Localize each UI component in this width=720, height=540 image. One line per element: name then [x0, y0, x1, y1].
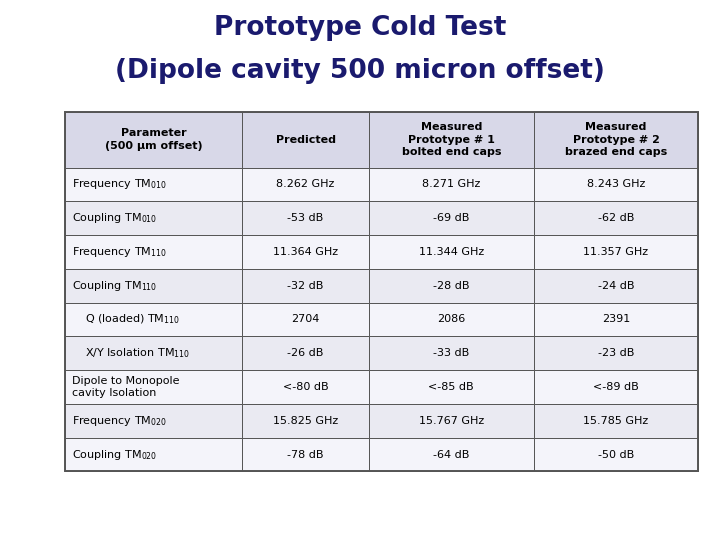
FancyBboxPatch shape	[369, 112, 534, 167]
Text: Coupling TM$_{020}$: Coupling TM$_{020}$	[72, 448, 157, 462]
FancyBboxPatch shape	[534, 437, 698, 471]
Text: -33 dB: -33 dB	[433, 348, 469, 358]
FancyBboxPatch shape	[369, 404, 534, 437]
FancyBboxPatch shape	[242, 404, 369, 437]
FancyBboxPatch shape	[534, 370, 698, 404]
Text: Q (loaded) TM$_{110}$: Q (loaded) TM$_{110}$	[85, 313, 180, 326]
Text: <-80 dB: <-80 dB	[283, 382, 328, 392]
Text: Frequency TM$_{110}$: Frequency TM$_{110}$	[72, 245, 167, 259]
Text: Measured
Prototype # 1
bolted end caps: Measured Prototype # 1 bolted end caps	[402, 122, 501, 157]
Text: Measured
Prototype # 2
brazed end caps: Measured Prototype # 2 brazed end caps	[565, 122, 667, 157]
Text: Parameter
(500 µm offset): Parameter (500 µm offset)	[104, 129, 202, 151]
FancyBboxPatch shape	[65, 201, 242, 235]
FancyBboxPatch shape	[534, 112, 698, 167]
FancyBboxPatch shape	[369, 235, 534, 269]
Text: Blill@aps.anl.gov: Blill@aps.anl.gov	[465, 519, 572, 532]
FancyBboxPatch shape	[534, 302, 698, 336]
FancyBboxPatch shape	[242, 302, 369, 336]
FancyBboxPatch shape	[242, 112, 369, 167]
FancyBboxPatch shape	[242, 269, 369, 302]
FancyBboxPatch shape	[65, 167, 242, 201]
FancyBboxPatch shape	[65, 370, 242, 404]
Text: -53 dB: -53 dB	[287, 213, 324, 223]
Text: Predicted: Predicted	[276, 134, 336, 145]
FancyBboxPatch shape	[242, 336, 369, 370]
Text: -24 dB: -24 dB	[598, 281, 634, 291]
Text: -23 dB: -23 dB	[598, 348, 634, 358]
Text: Bob Lill: Bob Lill	[527, 497, 572, 510]
Text: Undulator Cavity BPM System Status: Undulator Cavity BPM System Status	[7, 519, 266, 532]
FancyBboxPatch shape	[65, 336, 242, 370]
Text: Frequency TM$_{010}$: Frequency TM$_{010}$	[72, 178, 167, 191]
Text: 2086: 2086	[437, 314, 465, 325]
FancyBboxPatch shape	[369, 437, 534, 471]
Text: Prototype Cold Test: Prototype Cold Test	[214, 15, 506, 40]
Text: -28 dB: -28 dB	[433, 281, 469, 291]
FancyBboxPatch shape	[534, 201, 698, 235]
Text: <-85 dB: <-85 dB	[428, 382, 474, 392]
Text: 15.785 GHz: 15.785 GHz	[583, 416, 649, 426]
FancyBboxPatch shape	[65, 302, 242, 336]
FancyBboxPatch shape	[65, 235, 242, 269]
Text: -62 dB: -62 dB	[598, 213, 634, 223]
FancyBboxPatch shape	[534, 235, 698, 269]
FancyBboxPatch shape	[65, 404, 242, 437]
Text: 15.767 GHz: 15.767 GHz	[418, 416, 484, 426]
Text: Frequency TM$_{020}$: Frequency TM$_{020}$	[72, 414, 167, 428]
Text: 15.825 GHz: 15.825 GHz	[273, 416, 338, 426]
FancyBboxPatch shape	[369, 167, 534, 201]
Text: -64 dB: -64 dB	[433, 449, 469, 460]
Text: <-89 dB: <-89 dB	[593, 382, 639, 392]
Text: -50 dB: -50 dB	[598, 449, 634, 460]
FancyBboxPatch shape	[534, 404, 698, 437]
Text: 8.262 GHz: 8.262 GHz	[276, 179, 335, 190]
FancyBboxPatch shape	[242, 235, 369, 269]
FancyBboxPatch shape	[242, 370, 369, 404]
FancyBboxPatch shape	[534, 269, 698, 302]
FancyBboxPatch shape	[369, 370, 534, 404]
FancyBboxPatch shape	[369, 201, 534, 235]
Text: 11.364 GHz: 11.364 GHz	[273, 247, 338, 257]
FancyBboxPatch shape	[534, 336, 698, 370]
Text: 2391: 2391	[602, 314, 630, 325]
Text: 11.344 GHz: 11.344 GHz	[418, 247, 484, 257]
FancyBboxPatch shape	[369, 302, 534, 336]
FancyBboxPatch shape	[242, 201, 369, 235]
Text: Coupling TM$_{010}$: Coupling TM$_{010}$	[72, 211, 157, 225]
Text: -26 dB: -26 dB	[287, 348, 324, 358]
FancyBboxPatch shape	[369, 269, 534, 302]
FancyBboxPatch shape	[65, 269, 242, 302]
Text: (Dipole cavity 500 micron offset): (Dipole cavity 500 micron offset)	[115, 58, 605, 84]
FancyBboxPatch shape	[65, 437, 242, 471]
Text: -78 dB: -78 dB	[287, 449, 324, 460]
Text: 2704: 2704	[292, 314, 320, 325]
Text: X/Y Isolation TM$_{110}$: X/Y Isolation TM$_{110}$	[85, 346, 190, 360]
FancyBboxPatch shape	[65, 112, 242, 167]
Text: -32 dB: -32 dB	[287, 281, 324, 291]
Text: 11.357 GHz: 11.357 GHz	[583, 247, 649, 257]
FancyBboxPatch shape	[534, 167, 698, 201]
FancyBboxPatch shape	[242, 167, 369, 201]
Text: April 16, 2007: April 16, 2007	[7, 497, 95, 510]
Text: 8.243 GHz: 8.243 GHz	[587, 179, 645, 190]
Text: 8.271 GHz: 8.271 GHz	[422, 179, 480, 190]
Text: Dipole to Monopole
cavity Isolation: Dipole to Monopole cavity Isolation	[72, 376, 179, 398]
Text: Coupling TM$_{110}$: Coupling TM$_{110}$	[72, 279, 157, 293]
Text: -69 dB: -69 dB	[433, 213, 469, 223]
FancyBboxPatch shape	[242, 437, 369, 471]
FancyBboxPatch shape	[369, 336, 534, 370]
